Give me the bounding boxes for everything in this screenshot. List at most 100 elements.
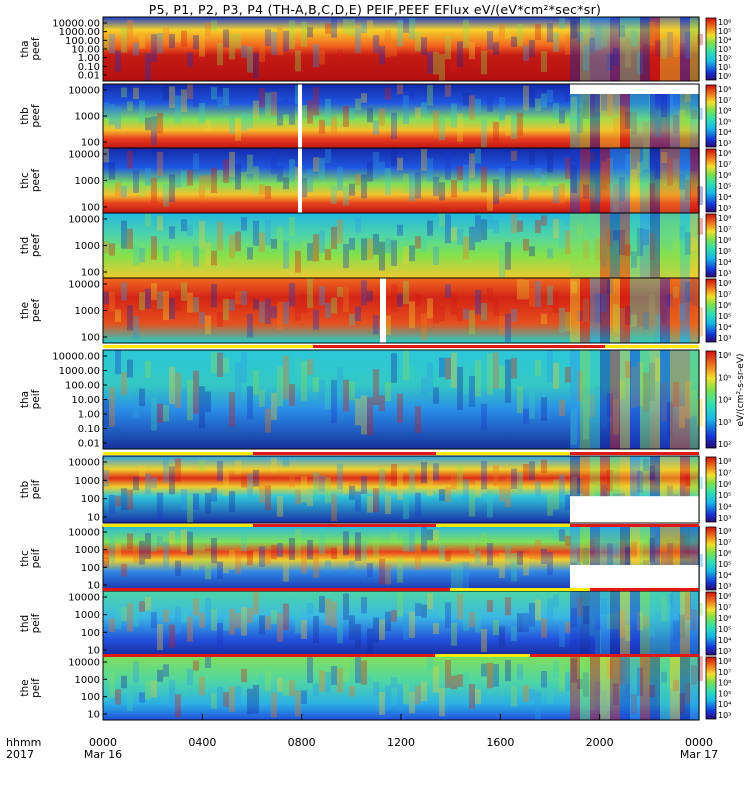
y-tick-label: 0.10: [78, 62, 100, 73]
y-tick-label: 100: [81, 494, 100, 505]
status-bar-segment: [570, 524, 699, 527]
colorbar: [705, 591, 717, 656]
y-tick-label: 10000: [68, 458, 100, 469]
colorbar-tick-label: 10²: [718, 440, 731, 449]
spectrogram-thd-peif: [103, 591, 699, 656]
y-axis-label: peef: [30, 104, 42, 128]
y-tick-label: 10: [87, 646, 100, 657]
y-tick-label: 100: [81, 628, 100, 639]
status-bar-segment: [436, 524, 570, 527]
y-axis-label: tha: [19, 391, 31, 408]
colorbar-tick-label: 10³: [718, 204, 731, 213]
colorbar-tick-label: 10⁷: [718, 96, 731, 105]
y-tick-label: 10000: [68, 528, 100, 539]
spectrogram-thd-peef: [103, 213, 699, 278]
status-bar-segment: [605, 345, 699, 348]
colorbar-tick-label: 10⁵: [718, 312, 731, 321]
colorbar: [705, 456, 717, 523]
y-tick-label: 1000: [75, 112, 100, 123]
colorbar-tick-label: 10³: [718, 269, 731, 278]
chart-title: P5, P1, P2, P3, P4 (TH-A,B,C,D,E) PEIF,P…: [148, 2, 602, 17]
panel-the-peef: 10000 1000 100 the peef 10⁸ 10⁷ 10⁶ 10⁵ 10⁴ 10³: [19, 277, 731, 344]
colorbar: [705, 17, 717, 81]
y-tick-label: 10000: [68, 593, 100, 604]
panel-thd-peif: 10000 1000 100 10 thd peif 10⁸ 10⁷ 10⁶ 10⁵ 10⁴ 10³: [19, 590, 731, 658]
colorbar-tick-label: 10⁶: [718, 236, 731, 245]
status-bar-segment: [570, 452, 699, 455]
panel-thc-peef: 10000 1000 100 thc peef 10⁸ 10⁷ 10⁶ 10⁵ 10⁴ 10³: [19, 147, 731, 214]
y-tick-label: 10.00: [71, 45, 100, 56]
y-tick-label: 100: [81, 692, 100, 703]
status-bar-segment: [435, 654, 530, 657]
panel-thc-peif: 10000 1000 100 10 thc peif 10⁸ 10⁷ 10⁶ 10⁵ 10⁴ 10³: [19, 525, 731, 592]
spectrogram-texture: [103, 278, 703, 343]
y-tick-label: 10000.00: [52, 19, 100, 30]
colorbar-tick-label: 10³: [718, 582, 731, 591]
colorbar: [705, 656, 717, 720]
colorbar: [705, 213, 717, 278]
late-interval-region: [570, 656, 700, 720]
colorbar-tick-label: 10⁸: [718, 279, 731, 288]
y-tick-label: 100: [81, 563, 100, 574]
status-bar-segment: [103, 345, 313, 348]
x-date-label: Mar 17: [680, 748, 718, 761]
x-tick-label: 2000: [586, 736, 614, 749]
y-tick-label: 1000: [75, 306, 100, 317]
spectrogram-texture: [103, 456, 703, 525]
colorbar-tick-label: 10²: [718, 54, 731, 63]
data-gap: [570, 84, 699, 94]
spectrogram-thc-peef: [103, 148, 699, 213]
late-interval-region: [570, 278, 700, 343]
colorbar-tick-label: 10⁴: [718, 636, 731, 645]
y-axis-label: peif: [30, 548, 42, 568]
status-bar-segment: [103, 452, 253, 455]
time-axis-label: hhmm: [6, 736, 41, 749]
late-interval-region: [570, 17, 700, 81]
spectrogram-tha-peef: [103, 17, 699, 81]
y-tick-label: 10: [87, 581, 100, 592]
colorbar: [705, 350, 717, 449]
colorbar-tick-label: 10³: [718, 418, 731, 427]
y-tick-label: 100: [81, 268, 100, 279]
colorbar-tick-label: 10³: [718, 711, 731, 720]
colorbar: [705, 148, 717, 213]
y-axis-label: thc: [19, 172, 31, 189]
colorbar-tick-label: 10⁷: [718, 225, 731, 234]
x-tick-label: 0800: [288, 736, 316, 749]
y-tick-label: 1000.00: [59, 27, 100, 38]
colorbar-tick-label: 10⁶: [718, 679, 731, 688]
colorbar-tick-label: 10⁷: [718, 468, 731, 477]
colorbar-tick-label: 10¹: [718, 63, 731, 72]
spectrogram-texture: [103, 213, 703, 278]
colorbar-tick-label: 10³: [718, 139, 731, 148]
colorbar-tick-label: 10⁵: [718, 625, 731, 634]
y-axis-label: the: [19, 679, 31, 696]
spectrogram-texture: [103, 592, 703, 658]
data-gap: [570, 565, 699, 591]
status-bar-segment: [436, 452, 570, 455]
panel-thd-peef: 10000 1000 100 thd peef 10⁸ 10⁷ 10⁶ 10⁵ 10⁴ 10³: [19, 212, 731, 279]
spectrogram-texture: [103, 148, 703, 213]
y-tick-label: 1000: [75, 545, 100, 556]
status-bar-segment: [313, 345, 605, 348]
colorbar-tick-label: 10⁷: [718, 290, 731, 299]
spectrogram-texture: [103, 350, 703, 445]
colorbar: [705, 278, 717, 343]
spectrogram-texture: [103, 84, 703, 151]
y-tick-label: 100: [81, 203, 100, 214]
colorbar-tick-label: 10⁵: [718, 689, 731, 698]
colorbar: [705, 526, 717, 591]
y-tick-label: 1000: [75, 176, 100, 187]
spectrogram-thb-peef: [103, 84, 699, 148]
colorbar-tick-label: 10³: [718, 334, 731, 343]
colorbar-tick-label: 10⁵: [718, 560, 731, 569]
colorbar-tick-label: 10⁵: [718, 117, 731, 126]
y-tick-label: 1000: [75, 241, 100, 252]
late-interval-region: [570, 591, 700, 656]
y-axis-label: peif: [30, 613, 42, 633]
x-date-label: Mar 16: [84, 748, 122, 761]
colorbar-tick-label: 10⁵: [718, 247, 731, 256]
y-axis-label: peif: [30, 389, 42, 409]
